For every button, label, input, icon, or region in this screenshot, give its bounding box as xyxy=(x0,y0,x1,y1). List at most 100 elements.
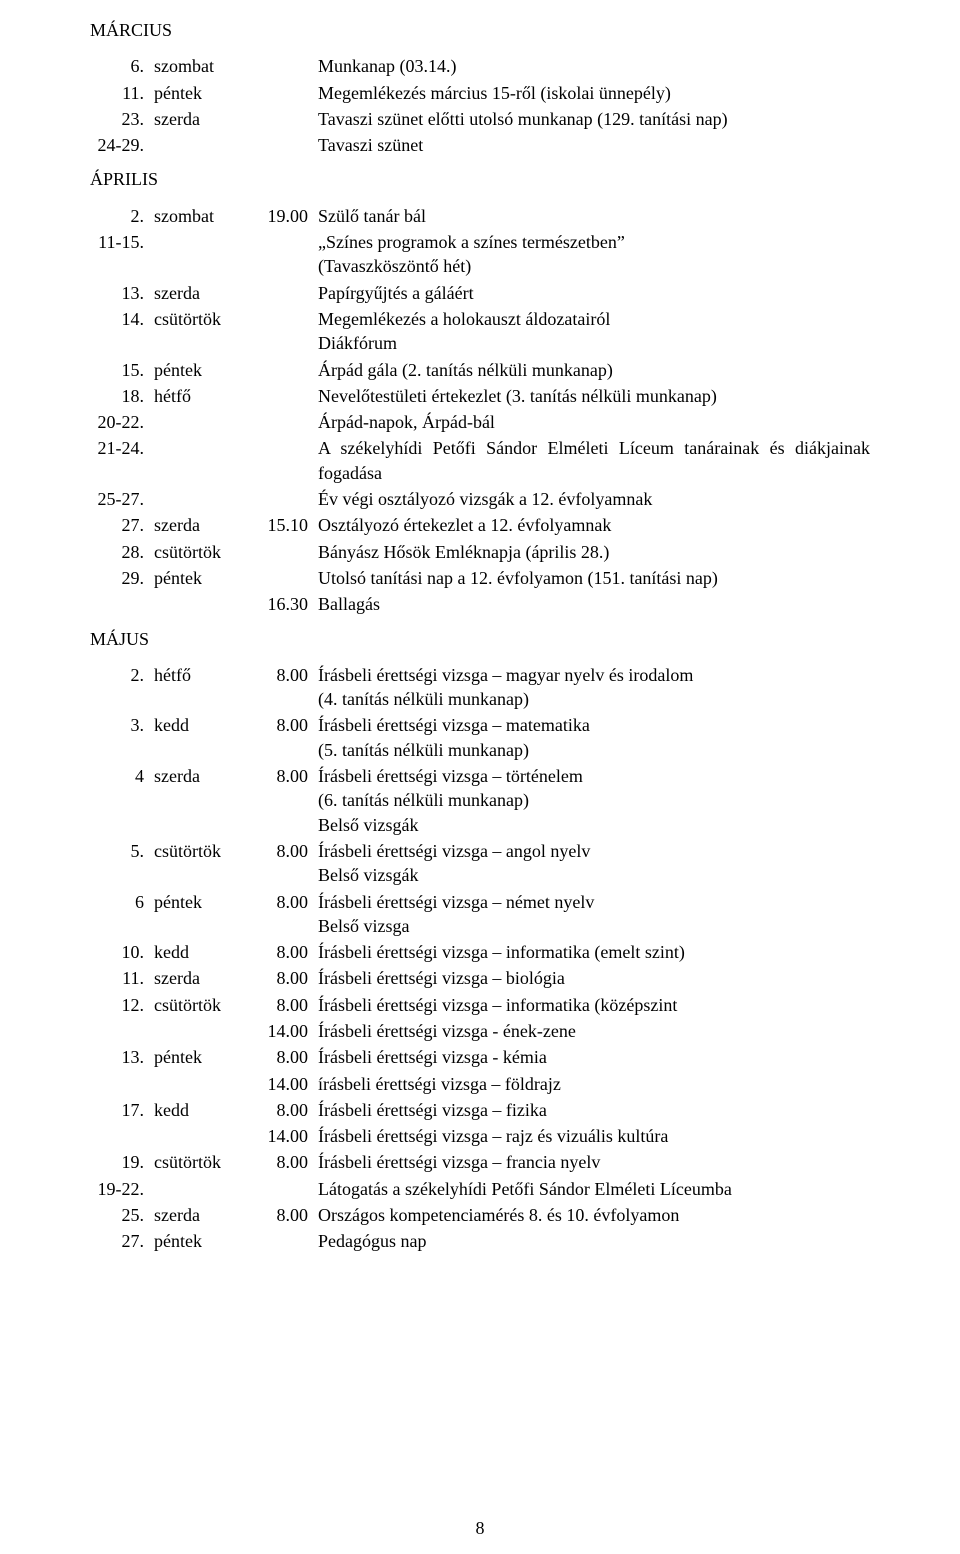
row-description: Megemlékezés a holokauszt áldozatairólDi… xyxy=(318,307,870,356)
row-date: 21-24. xyxy=(90,436,154,460)
row-date: 15. xyxy=(90,358,154,382)
description-line: Pedagógus nap xyxy=(318,1229,870,1253)
row-description: Pedagógus nap xyxy=(318,1229,870,1253)
row-description: Papírgyűjtés a gáláért xyxy=(318,281,870,305)
description-line: Írásbeli érettségi vizsga – német nyelv xyxy=(318,890,870,914)
row-day: péntek xyxy=(154,358,254,382)
description-line: Írásbeli érettségi vizsga - ének-zene xyxy=(318,1019,870,1043)
description-line: Tavaszi szünet xyxy=(318,133,870,157)
row-date: 4 xyxy=(90,764,154,788)
row-day: szerda xyxy=(154,107,254,131)
row-day: csütörtök xyxy=(154,307,254,331)
row-date: 19. xyxy=(90,1150,154,1174)
row-time: 14.00 xyxy=(254,1124,318,1148)
description-line: Megemlékezés március 15-ről (iskolai ünn… xyxy=(318,81,870,105)
row-day: szombat xyxy=(154,204,254,228)
row-date: 20-22. xyxy=(90,410,154,434)
calendar-row: 10.kedd8.00Írásbeli érettségi vizsga – i… xyxy=(90,940,870,964)
description-line: Belső vizsgák xyxy=(318,863,870,887)
row-description: Árpád-napok, Árpád-bál xyxy=(318,410,870,434)
month-heading: MÁJUS xyxy=(90,627,870,651)
row-description: Munkanap (03.14.) xyxy=(318,54,870,78)
month-section: MÁJUS2.hétfő8.00Írásbeli érettségi vizsg… xyxy=(90,627,870,1254)
row-date: 3. xyxy=(90,713,154,737)
row-description: Megemlékezés március 15-ről (iskolai ünn… xyxy=(318,81,870,105)
calendar-row: 25.szerda8.00Országos kompetenciamérés 8… xyxy=(90,1203,870,1227)
row-date: 19-22. xyxy=(90,1177,154,1201)
description-line: Diákfórum xyxy=(318,331,870,355)
row-description: Írásbeli érettségi vizsga – francia nyel… xyxy=(318,1150,870,1174)
description-line: Írásbeli érettségi vizsga – angol nyelv xyxy=(318,839,870,863)
calendar-row: 6péntek8.00Írásbeli érettségi vizsga – n… xyxy=(90,890,870,939)
description-line: Osztályozó értekezlet a 12. évfolyamnak xyxy=(318,513,870,537)
calendar-row: 16.30Ballagás xyxy=(90,592,870,616)
calendar-row: 19-22.Látogatás a székelyhídi Petőfi Sán… xyxy=(90,1177,870,1201)
row-day: szombat xyxy=(154,54,254,78)
calendar-row: 19.csütörtök8.00Írásbeli érettségi vizsg… xyxy=(90,1150,870,1174)
calendar-row: 6.szombatMunkanap (03.14.) xyxy=(90,54,870,78)
row-description: Írásbeli érettségi vizsga – magyar nyelv… xyxy=(318,663,870,712)
row-day: szerda xyxy=(154,1203,254,1227)
row-date: 5. xyxy=(90,839,154,863)
calendar-row: 13.péntek8.00Írásbeli érettségi vizsga -… xyxy=(90,1045,870,1069)
row-date: 14. xyxy=(90,307,154,331)
row-description: Osztályozó értekezlet a 12. évfolyamnak xyxy=(318,513,870,537)
description-line: Bányász Hősök Emléknapja (április 28.) xyxy=(318,540,870,564)
description-line: (4. tanítás nélküli munkanap) xyxy=(318,687,870,711)
row-time: 8.00 xyxy=(254,940,318,964)
row-date: 17. xyxy=(90,1098,154,1122)
row-day: péntek xyxy=(154,1045,254,1069)
row-date: 28. xyxy=(90,540,154,564)
row-day: kedd xyxy=(154,940,254,964)
row-date: 11-15. xyxy=(90,230,154,254)
calendar-row: 5.csütörtök8.00Írásbeli érettségi vizsga… xyxy=(90,839,870,888)
description-line: Írásbeli érettségi vizsga – matematika xyxy=(318,713,870,737)
calendar-row: 18.hétfőNevelőtestületi értekezlet (3. t… xyxy=(90,384,870,408)
row-day: szerda xyxy=(154,513,254,537)
row-date: 12. xyxy=(90,993,154,1017)
description-line: Év végi osztályozó vizsgák a 12. évfolya… xyxy=(318,487,870,511)
description-line: Munkanap (03.14.) xyxy=(318,54,870,78)
row-time: 8.00 xyxy=(254,663,318,687)
row-description: Írásbeli érettségi vizsga - kémia xyxy=(318,1045,870,1069)
description-line: Írásbeli érettségi vizsga – történelem xyxy=(318,764,870,788)
row-description: Tavaszi szünet xyxy=(318,133,870,157)
description-line: Országos kompetenciamérés 8. és 10. évfo… xyxy=(318,1203,870,1227)
row-date: 11. xyxy=(90,81,154,105)
row-description: Írásbeli érettségi vizsga – német nyelvB… xyxy=(318,890,870,939)
row-time: 8.00 xyxy=(254,839,318,863)
row-time: 15.10 xyxy=(254,513,318,537)
calendar-row: 13.szerdaPapírgyűjtés a gáláért xyxy=(90,281,870,305)
calendar-row: 25-27.Év végi osztályozó vizsgák a 12. é… xyxy=(90,487,870,511)
calendar-row: 17.kedd8.00Írásbeli érettségi vizsga – f… xyxy=(90,1098,870,1122)
row-description: Írásbeli érettségi vizsga – matematika(5… xyxy=(318,713,870,762)
calendar-row: 15.péntekÁrpád gála (2. tanítás nélküli … xyxy=(90,358,870,382)
calendar-row: 14.csütörtök Megemlékezés a holokauszt ál… xyxy=(90,307,870,356)
row-day: csütörtök xyxy=(154,993,254,1017)
description-line: Belső vizsgák xyxy=(318,813,870,837)
calendar-row: 11-15. „Színes programok a színes termész… xyxy=(90,230,870,279)
calendar-row: 2.szombat19.00Szülő tanár bál xyxy=(90,204,870,228)
description-line: írásbeli érettségi vizsga – földrajz xyxy=(318,1072,870,1096)
calendar-row: 29.péntekUtolsó tanítási nap a 12. évfol… xyxy=(90,566,870,590)
row-time: 8.00 xyxy=(254,966,318,990)
calendar-row: 4szerda8.00Írásbeli érettségi vizsga – t… xyxy=(90,764,870,837)
row-description: Nevelőtestületi értekezlet (3. tanítás n… xyxy=(318,384,870,408)
row-day: szerda xyxy=(154,966,254,990)
row-description: Bányász Hősök Emléknapja (április 28.) xyxy=(318,540,870,564)
row-description: „Színes programok a színes természetben”… xyxy=(318,230,870,279)
row-date: 11. xyxy=(90,966,154,990)
description-line: Írásbeli érettségi vizsga – fizika xyxy=(318,1098,870,1122)
calendar-row: 21-24.A székelyhídi Petőfi Sándor Elméle… xyxy=(90,436,870,485)
description-line: Árpád-napok, Árpád-bál xyxy=(318,410,870,434)
row-time: 16.30 xyxy=(254,592,318,616)
row-time: 14.00 xyxy=(254,1019,318,1043)
row-day: szerda xyxy=(154,281,254,305)
description-line: Ballagás xyxy=(318,592,870,616)
description-line: (Tavaszköszöntő hét) xyxy=(318,254,870,278)
calendar-row: 27.szerda15.10Osztályozó értekezlet a 12… xyxy=(90,513,870,537)
row-time: 8.00 xyxy=(254,993,318,1017)
row-date: 23. xyxy=(90,107,154,131)
calendar-row: 27.péntekPedagógus nap xyxy=(90,1229,870,1253)
row-date: 13. xyxy=(90,1045,154,1069)
